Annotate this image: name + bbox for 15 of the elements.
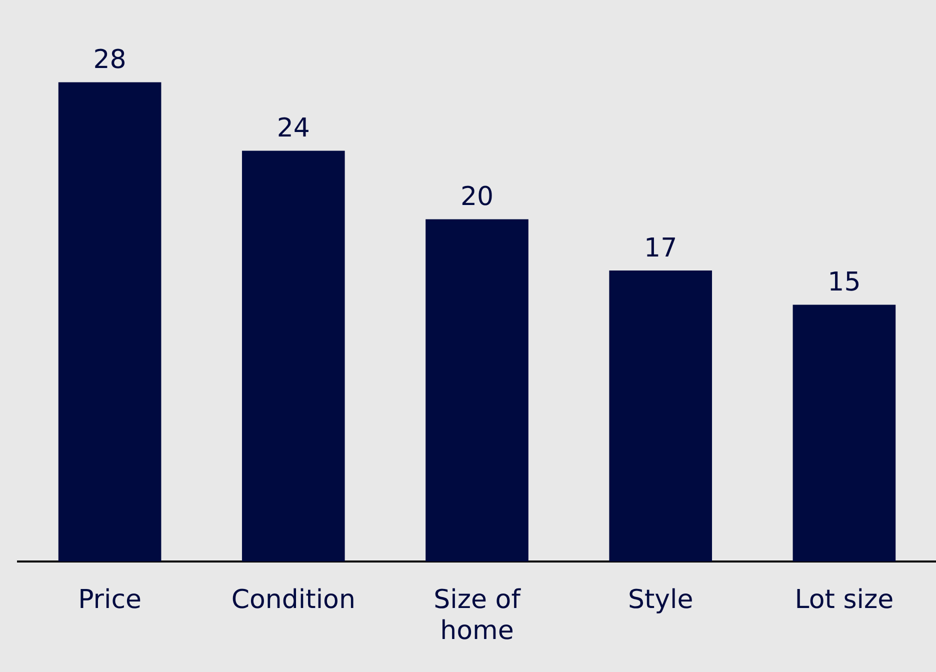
x-tick-label: Lot size bbox=[794, 584, 894, 615]
bar bbox=[426, 219, 528, 562]
bar bbox=[58, 82, 162, 562]
data-label: 15 bbox=[828, 268, 861, 298]
x-tick-label: Condition bbox=[231, 584, 356, 615]
x-tick-label: Style bbox=[628, 584, 694, 615]
data-label: 17 bbox=[644, 233, 678, 264]
data-label: 28 bbox=[93, 44, 126, 75]
data-label: 20 bbox=[460, 182, 494, 212]
x-tick-label: Size of home bbox=[434, 584, 522, 646]
data-label: 24 bbox=[276, 113, 310, 144]
bar bbox=[609, 270, 712, 562]
x-tick-label: Price bbox=[78, 584, 142, 615]
bar bbox=[792, 304, 896, 562]
bar bbox=[242, 150, 345, 562]
